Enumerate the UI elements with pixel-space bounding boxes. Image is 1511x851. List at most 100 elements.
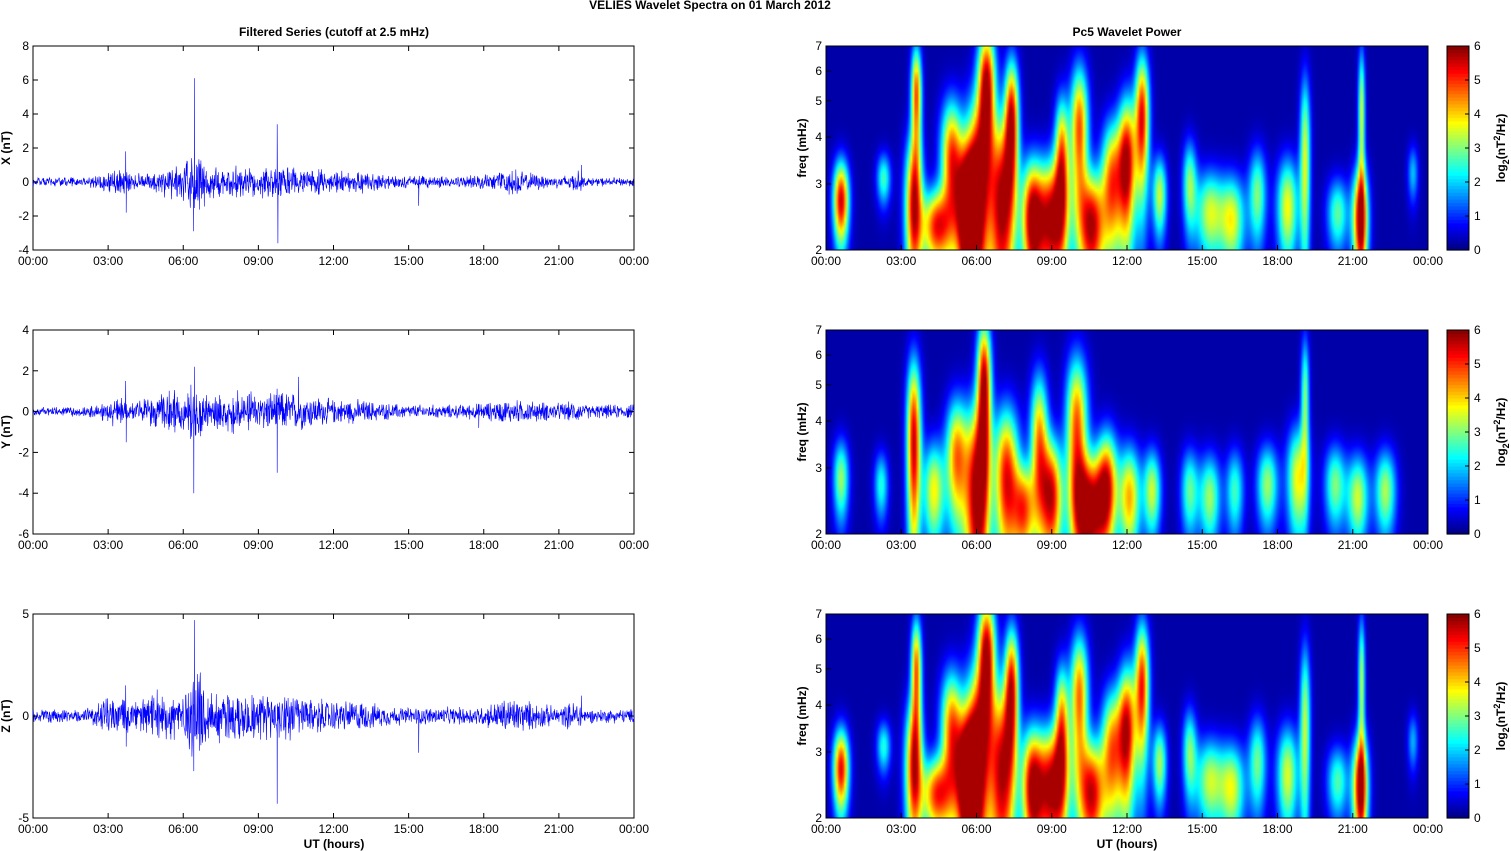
colorbar-segment	[1447, 627, 1469, 632]
colorbar-segment	[1447, 398, 1469, 402]
x-tick-label: 03:00	[886, 254, 916, 268]
colorbar-segment	[1447, 746, 1469, 751]
x-tick-label: 03:00	[93, 538, 123, 552]
colorbar-tick-label: 3	[1474, 425, 1481, 439]
colorbar-label: log2(nT2/Hz)	[1492, 682, 1511, 751]
colorbar-segment	[1447, 178, 1469, 183]
colorbar-segment	[1447, 46, 1469, 50]
colorbar-segment	[1447, 617, 1469, 622]
colorbar-segment	[1447, 185, 1469, 190]
figure-title: VELIES Wavelet Spectra on 01 March 2012	[589, 0, 831, 12]
x-tick-label: 12:00	[1112, 822, 1142, 836]
colorbar-segment	[1447, 722, 1469, 727]
colorbar-segment	[1447, 435, 1469, 440]
x-tick-label: 18:00	[1262, 822, 1292, 836]
colorbar-segment	[1447, 97, 1469, 101]
colorbar-segment	[1447, 530, 1469, 535]
colorbar-segment	[1447, 367, 1469, 372]
colorbar-segment	[1447, 527, 1469, 532]
colorbar-tick-label: 6	[1474, 39, 1481, 53]
y-tick-label: 0	[22, 405, 29, 419]
colorbar-tick-label: 1	[1474, 209, 1481, 223]
colorbar-segment	[1447, 137, 1469, 142]
colorbar-segment	[1447, 695, 1469, 700]
y-tick-label: 5	[22, 607, 29, 621]
colorbar-tick-label: 0	[1474, 527, 1481, 541]
colorbar-segment	[1447, 343, 1469, 348]
colorbar-segment	[1447, 154, 1469, 159]
colorbar-segment	[1447, 476, 1469, 481]
x-tick-label: 00:00	[18, 538, 48, 552]
x-tick-label: 09:00	[243, 254, 273, 268]
colorbar-segment	[1447, 103, 1469, 108]
colorbar-segment	[1447, 763, 1469, 768]
colorbar-segment	[1447, 624, 1469, 629]
y-tick-label: 3	[815, 461, 822, 475]
colorbar-segment	[1447, 428, 1469, 433]
x-tick-label: 12:00	[1112, 254, 1142, 268]
colorbar-segment	[1447, 517, 1469, 521]
x-tick-label: 15:00	[1187, 822, 1217, 836]
colorbar-segment	[1447, 459, 1469, 464]
x-tick-label: 00:00	[619, 538, 649, 552]
colorbar-segment	[1447, 770, 1469, 775]
x-tick-label: 15:00	[394, 822, 424, 836]
x-tick-label: 00:00	[18, 254, 48, 268]
timeseries-panel-z: -5 0 5 00:00 03:00 06:00 09:00 12:00 15:00 18:00 2…	[0, 607, 649, 836]
y-tick-label: 7	[815, 607, 822, 621]
colorbar-segment	[1447, 226, 1469, 231]
colorbar-tick-label: 5	[1474, 73, 1481, 87]
colorbar-segment	[1447, 648, 1469, 652]
x-tick-label: 12:00	[1112, 538, 1142, 552]
colorbar-segment	[1447, 449, 1469, 453]
colorbar-segment	[1447, 90, 1469, 95]
colorbar-segment	[1447, 364, 1469, 368]
colorbar-segment	[1447, 418, 1469, 423]
y-axis-label: X (nT)	[0, 131, 13, 165]
colorbar-segment	[1447, 699, 1469, 703]
colorbar-segment	[1447, 438, 1469, 443]
colorbar-segment	[1447, 141, 1469, 146]
colorbar-segment	[1447, 466, 1469, 470]
wavelet-power-image	[826, 614, 1428, 818]
colorbar-segment	[1447, 469, 1469, 474]
y-axis-label: freq (mHz)	[795, 686, 809, 745]
y-tick-label: 3	[815, 177, 822, 191]
colorbar-segment	[1447, 192, 1469, 197]
colorbar-segment	[1447, 794, 1469, 799]
timeseries-panel-x: -4 -2 0 2 4 6 8 00:00 03:00 06:00 09:00 12:00 15:00 1…	[0, 39, 649, 268]
colorbar-tick-label: 1	[1474, 493, 1481, 507]
colorbar-segment	[1447, 158, 1469, 163]
colorbar-tick-label: 6	[1474, 607, 1481, 621]
colorbar-segment	[1447, 668, 1469, 673]
colorbar-segment	[1447, 472, 1469, 477]
colorbar-segment	[1447, 506, 1469, 511]
wavelet-panel-y: 2 3 4 5 6 7 00:00 03:00 06:00 09:00 12:00 15:00 18:0…	[795, 323, 1511, 552]
x-tick-label: 15:00	[1187, 254, 1217, 268]
colorbar-segment	[1447, 411, 1469, 416]
colorbar-segment	[1447, 814, 1469, 819]
colorbar-segment	[1447, 134, 1469, 139]
colorbar-segment	[1447, 350, 1469, 355]
colorbar-segment	[1447, 631, 1469, 635]
colorbar-segment	[1447, 644, 1469, 649]
colorbar-segment	[1447, 801, 1469, 805]
colorbar-segment	[1447, 671, 1469, 676]
y-tick-label: 4	[22, 323, 29, 337]
x-tick-label: 09:00	[1037, 254, 1067, 268]
wavelet-panel-x: 2 3 4 5 6 7 00:00 03:00 06:00 09:00 12:00 15:00 18:0…	[795, 39, 1511, 268]
colorbar-segment	[1447, 692, 1469, 697]
colorbar-segment	[1447, 161, 1469, 166]
left-column-title: Filtered Series (cutoff at 2.5 mHz)	[239, 25, 429, 39]
colorbar-segment	[1447, 107, 1469, 112]
colorbar-segment	[1447, 493, 1469, 498]
colorbar-segment	[1447, 56, 1469, 61]
colorbar-segment	[1447, 780, 1469, 785]
x-tick-label: 21:00	[544, 538, 574, 552]
colorbar-segment	[1447, 243, 1469, 248]
colorbar-segment	[1447, 773, 1469, 778]
colorbar-segment	[1447, 445, 1469, 450]
colorbar-segment	[1447, 168, 1469, 173]
colorbar-segment	[1447, 391, 1469, 396]
